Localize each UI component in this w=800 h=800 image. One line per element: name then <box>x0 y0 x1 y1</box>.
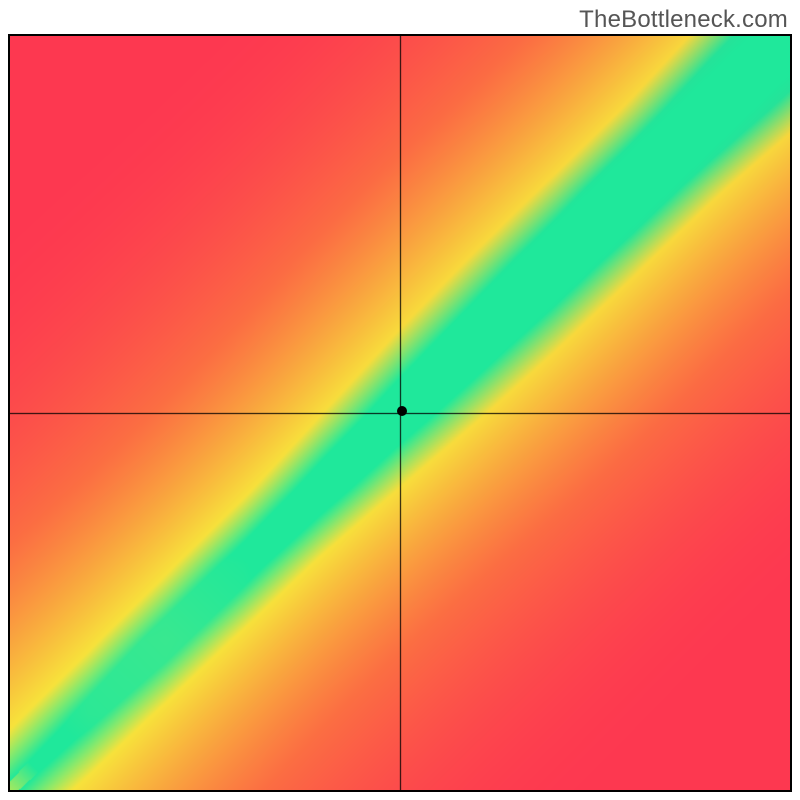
heatmap-plot <box>8 34 792 792</box>
crosshair-marker <box>397 406 407 416</box>
watermark-text: TheBottleneck.com <box>579 6 788 34</box>
